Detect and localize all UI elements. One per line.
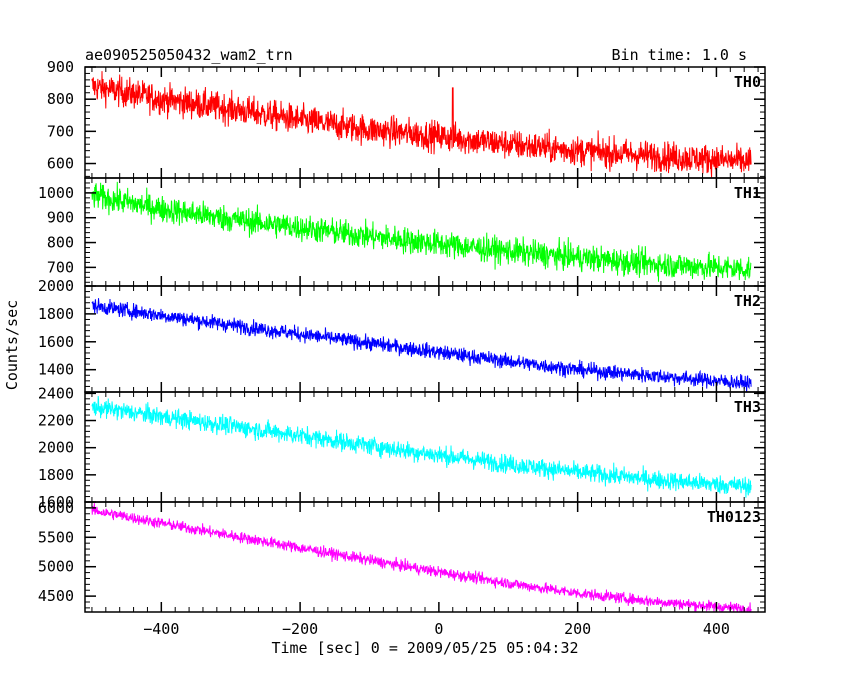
y-tick-label: 1800 — [38, 466, 74, 484]
y-tick-label: 5500 — [38, 528, 74, 546]
panel-th3: 1600 1800 2000 2200 2400 TH3 — [38, 384, 766, 511]
x-tick-label: 0 — [434, 620, 443, 638]
y-tick-label: 600 — [47, 155, 74, 173]
y-tick-label: 1600 — [38, 333, 74, 351]
x-tick-label: −200 — [282, 620, 318, 638]
x-axis: −400 −200 0 200 400 — [143, 620, 730, 638]
y-tick-label: 6000 — [38, 499, 74, 517]
series-th2 — [91, 298, 752, 392]
x-tick-label: 200 — [564, 620, 591, 638]
y-tick-label: 2400 — [38, 384, 74, 402]
panel-label: TH3 — [734, 398, 761, 416]
x-tick-label: 400 — [703, 620, 730, 638]
panel-th2: 1400 1600 1800 2000 TH2 — [38, 277, 766, 393]
panel-frame — [84, 285, 766, 393]
series-th0123 — [91, 503, 752, 612]
y-tick-label: 900 — [47, 209, 74, 227]
y-tick-label: 800 — [47, 234, 74, 252]
series-th3 — [91, 396, 752, 498]
y-tick-label: 5000 — [38, 558, 74, 576]
panel-label: TH0123 — [707, 508, 761, 526]
panel-frame — [84, 177, 766, 287]
panel-label: TH1 — [734, 184, 761, 202]
chart-title: ae090525050432_wam2_trn — [85, 46, 293, 64]
panel-th0123: 4500 5000 5500 6000 TH0123 — [38, 499, 766, 613]
panel-label: TH2 — [734, 292, 761, 310]
y-tick-label: 900 — [47, 58, 74, 76]
y-tick-label: 1000 — [38, 184, 74, 202]
x-tick-label: −400 — [143, 620, 179, 638]
y-tick-label: 1400 — [38, 361, 74, 379]
y-tick-label: 1600 — [38, 493, 74, 511]
y-tick-label: 4500 — [38, 587, 74, 605]
y-tick-label: 800 — [47, 90, 74, 108]
panel-frame — [84, 501, 766, 613]
panel-label: TH0 — [734, 73, 761, 91]
y-tick-label: 2000 — [38, 277, 74, 295]
panel-th1: 700 800 900 1000 TH1 — [38, 177, 766, 287]
y-tick-label: 2200 — [38, 412, 74, 430]
series-th1 — [91, 181, 752, 282]
y-tick-label: 1800 — [38, 305, 74, 323]
x-axis-label: Time [sec] 0 = 2009/05/25 05:04:32 — [271, 639, 578, 657]
y-tick-label: 700 — [47, 122, 74, 140]
bin-time-label: Bin time: 1.0 s — [612, 46, 747, 64]
y-axis-label: Counts/sec — [3, 300, 21, 390]
panel-th0: 600 700 800 900 TH0 — [47, 58, 766, 179]
y-tick-label: 700 — [47, 258, 74, 276]
y-tick-label: 2000 — [38, 439, 74, 457]
series-th0 — [91, 71, 752, 178]
